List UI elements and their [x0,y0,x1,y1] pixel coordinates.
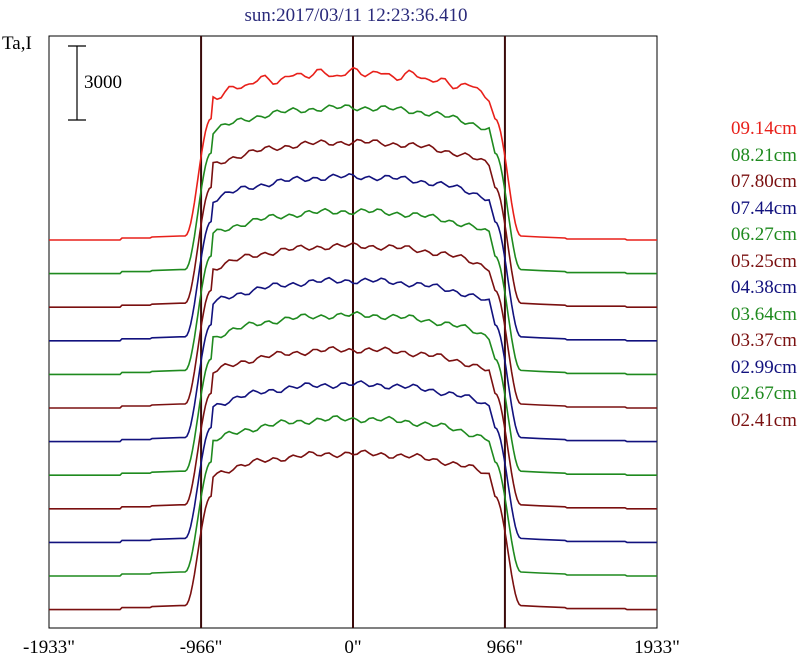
x-tick-label: -966" [179,637,223,658]
series-line-02.41cm [49,449,657,611]
series-line-03.64cm [49,310,657,476]
series-line-09.14cm [49,66,657,241]
x-tick-label: -1933" [22,637,76,658]
x-tick-label: 0" [344,637,362,658]
legend-item-07.44cm: 07.44cm [731,197,797,219]
legend-item-05.25cm: 05.25cm [731,250,797,272]
series-line-02.67cm [49,415,657,577]
series-line-07.44cm [49,172,657,342]
legend-item-08.21cm: 08.21cm [731,144,797,166]
legend-item-06.27cm: 06.27cm [731,224,797,245]
x-tick-label: 966" [486,637,524,658]
series-line-07.80cm [49,138,657,308]
legend-item-03.37cm: 03.37cm [731,330,797,351]
chart-title: sun:2017/03/11 12:23:36.410 [244,5,468,26]
legend-item-09.14cm: 09.14cm [731,118,797,139]
legend-item-03.64cm: 03.64cm [731,303,797,325]
series-line-08.21cm [49,104,657,275]
legend-item-04.38cm: 04.38cm [731,277,797,298]
series-line-06.27cm [49,207,657,376]
y-axis-label: Ta,I [2,33,32,54]
x-tick-label: 1933" [634,637,680,658]
series-line-05.25cm [49,241,657,409]
series-line-03.37cm [49,345,657,510]
legend-item-02.41cm: 02.41cm [731,409,797,431]
series-line-02.99cm [49,380,657,544]
legend-item-07.80cm: 07.80cm [731,171,797,192]
scale-bar-label: 3000 [84,72,122,93]
legend-item-02.99cm: 02.99cm [731,356,797,378]
series-line-04.38cm [49,276,657,443]
legend-item-02.67cm: 02.67cm [731,383,797,404]
